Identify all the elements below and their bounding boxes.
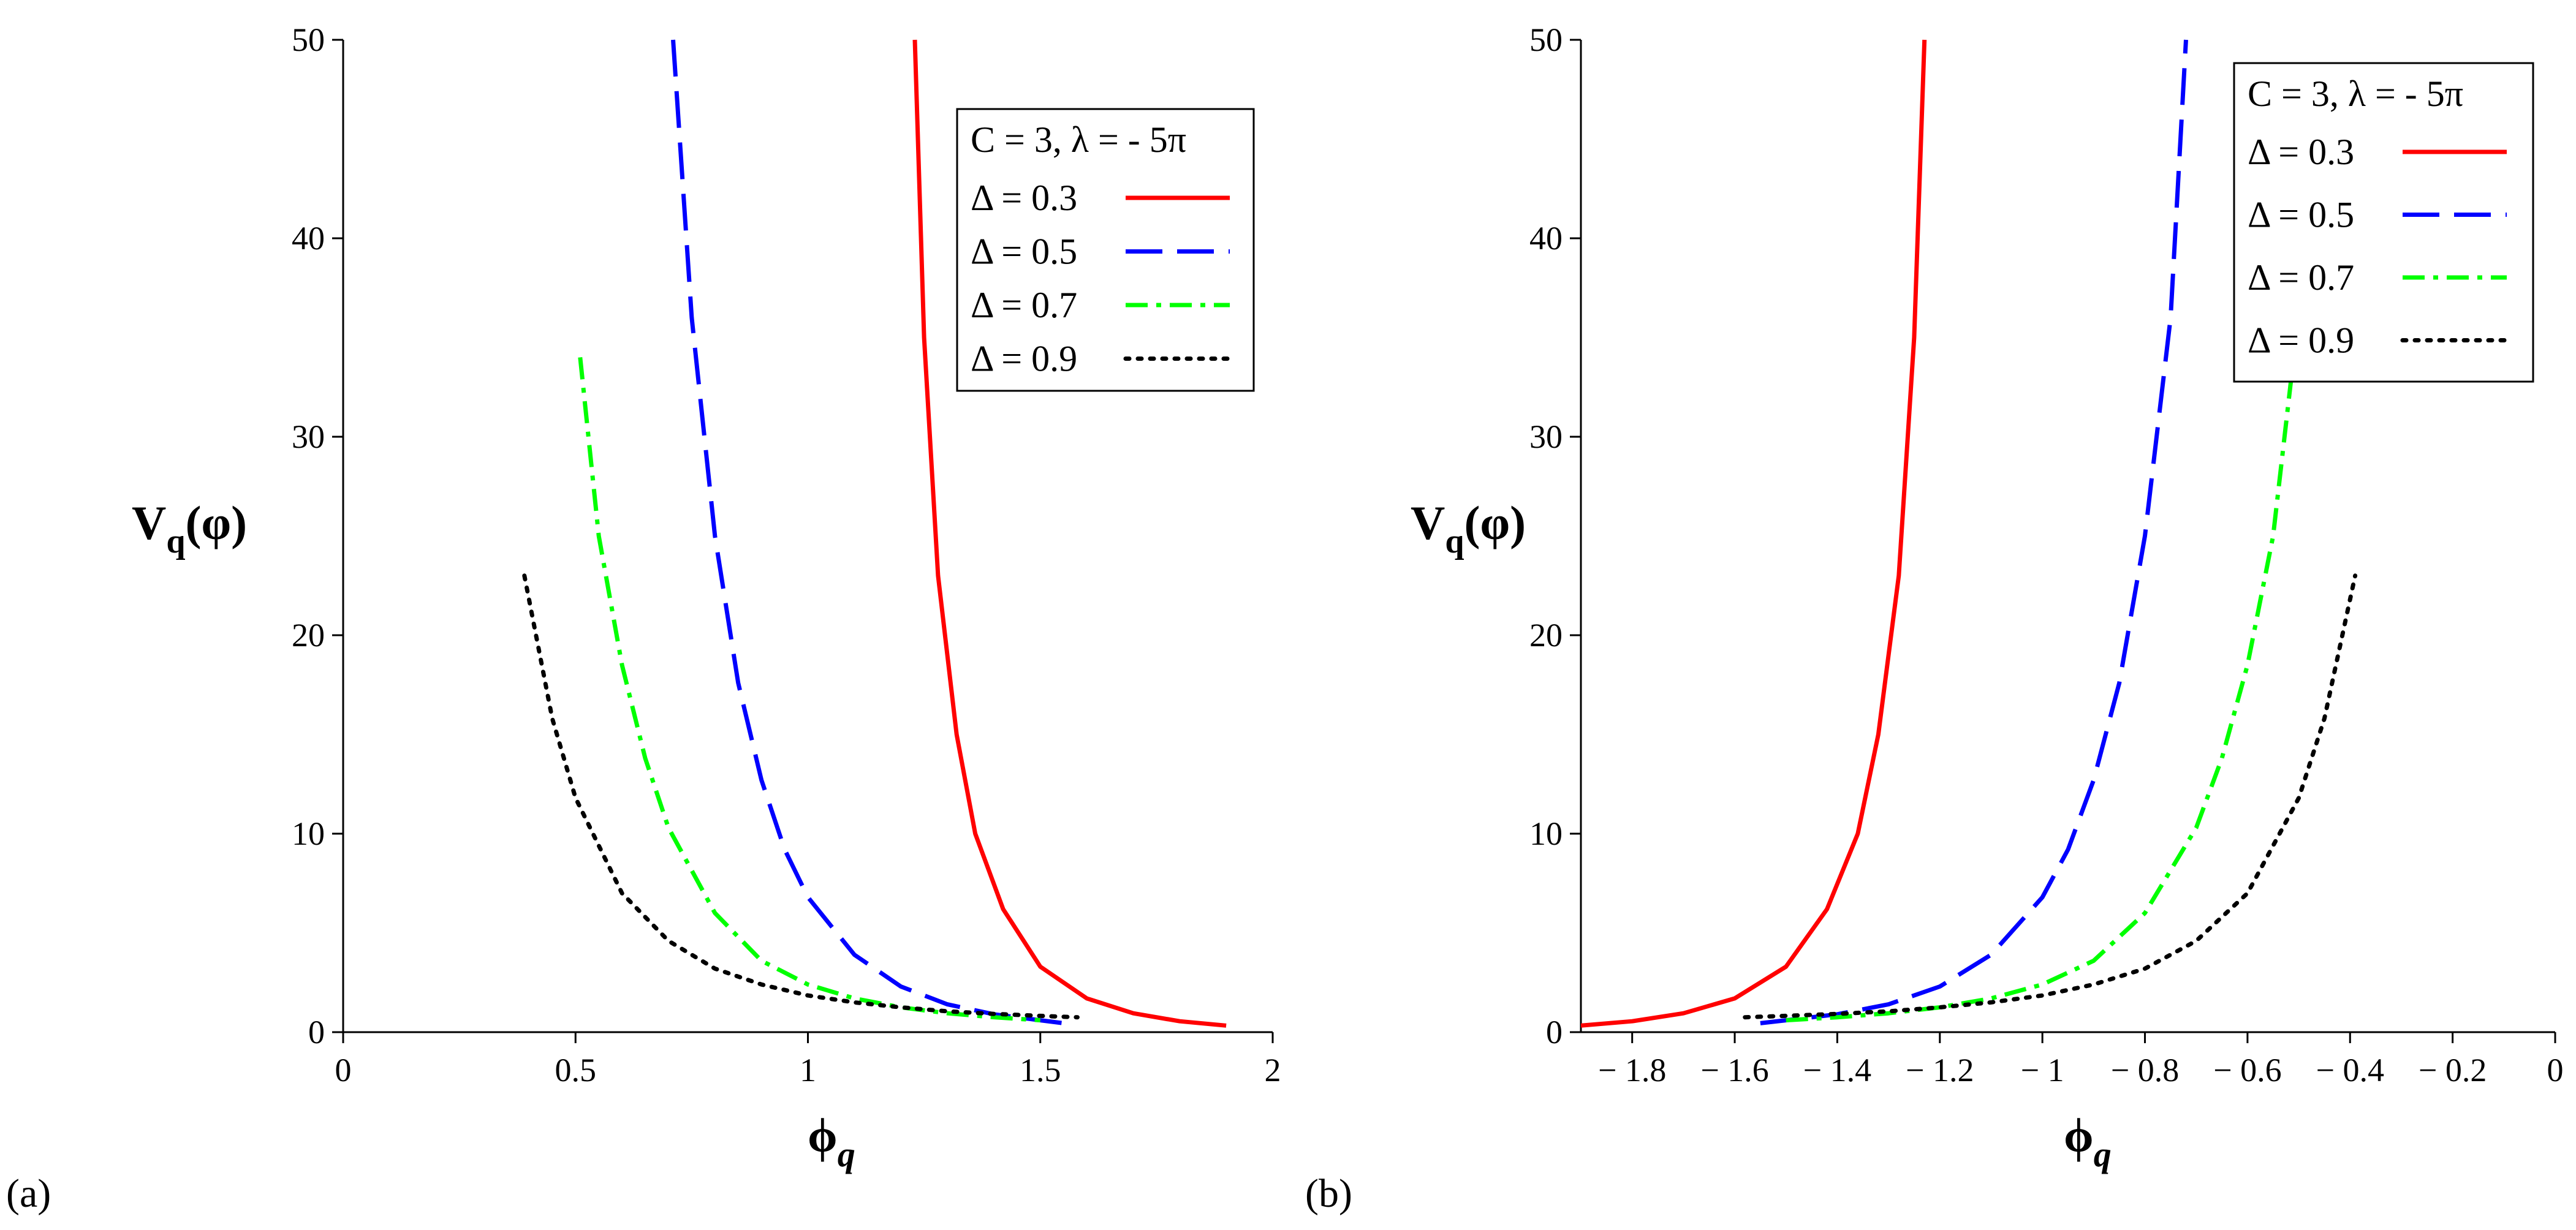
x-axis-label: ϕq [808,1109,855,1174]
series-line-0 [1581,39,1927,1028]
legend-entry-label: Δ = 0.5 [2248,195,2354,235]
legend-title: C = 3, λ = - 5π [2248,74,2463,114]
legend: C = 3, λ = - 5π Δ = 0.3 Δ = 0.5 Δ = 0.7 Δ = … [956,108,1255,392]
panel-label: (b) [1305,1171,1352,1216]
y-axis-label: Vq(φ) [1411,496,1526,560]
legend-entry-label: Δ = 0.9 [2248,320,2354,361]
x-tick-label: − 0.8 [2111,1052,2179,1089]
x-tick-label: 0 [335,1052,352,1089]
y-tick-label: 0 [308,1014,325,1051]
legend-entry-label: Δ = 0.3 [2248,132,2354,172]
y-axis-label: Vq(φ) [132,496,247,560]
y-tick-label: 20 [292,617,325,654]
legend-entry-label: Δ = 0.7 [2248,257,2354,298]
x-tick-label: − 1.8 [1598,1052,1666,1089]
legend-box [2233,62,2534,383]
legend-title: C = 3, λ = - 5π [971,119,1186,160]
series-line-0 [912,39,1227,1028]
y-tick-label: 40 [1529,220,1563,257]
x-axis-label: ϕq [2064,1109,2112,1174]
x-tick-label: − 0.4 [2316,1052,2384,1089]
x-tick-label: − 0.2 [2419,1052,2487,1089]
y-tick-label: 30 [292,418,325,455]
legend-entry-label: Δ = 0.9 [971,339,1077,379]
y-tick-label: 30 [1529,418,1563,455]
series-line-3 [1743,573,2358,1020]
y-tick-label: 0 [1546,1014,1563,1051]
y-tick-label: 40 [292,220,325,257]
panel-label: (a) [6,1171,51,1216]
y-tick-label: 10 [1529,815,1563,852]
legend-entry-label: Δ = 0.5 [971,232,1077,272]
series-line-2 [578,357,1041,1023]
x-tick-label: − 1 [2021,1052,2064,1089]
series-line-2 [1786,357,2296,1023]
y-tick-label: 20 [1529,617,1563,654]
x-tick-label: 2 [1265,1052,1281,1089]
series-line-1 [1760,39,2188,1025]
x-tick-label: − 0.6 [2213,1052,2281,1089]
x-tick-label: − 1.4 [1803,1052,1871,1089]
x-tick-label: − 1.2 [1906,1052,1974,1089]
y-tick-label: 50 [292,21,325,58]
x-tick-label: 0 [2547,1052,2564,1089]
panel-a: 0 10 20 30 40 50 0 0.5 1 1.5 2 Vq(φ) ϕq (a) C = 3, λ =… [6,21,1281,1216]
x-tick-label: 1.5 [1020,1052,1061,1089]
x-tick-label: − 1.6 [1700,1052,1768,1089]
x-tick-label: 1 [800,1052,816,1089]
y-tick-label: 50 [1529,21,1563,58]
legend: C = 3, λ = - 5π Δ = 0.3 Δ = 0.5 Δ = 0.7 Δ = … [2233,62,2534,383]
y-tick-label: 10 [292,815,325,852]
x-tick-label: 0.5 [555,1052,597,1089]
legend-entry-label: Δ = 0.3 [971,178,1077,218]
legend-entry-label: Δ = 0.7 [971,285,1077,325]
series-line-3 [522,573,1080,1020]
